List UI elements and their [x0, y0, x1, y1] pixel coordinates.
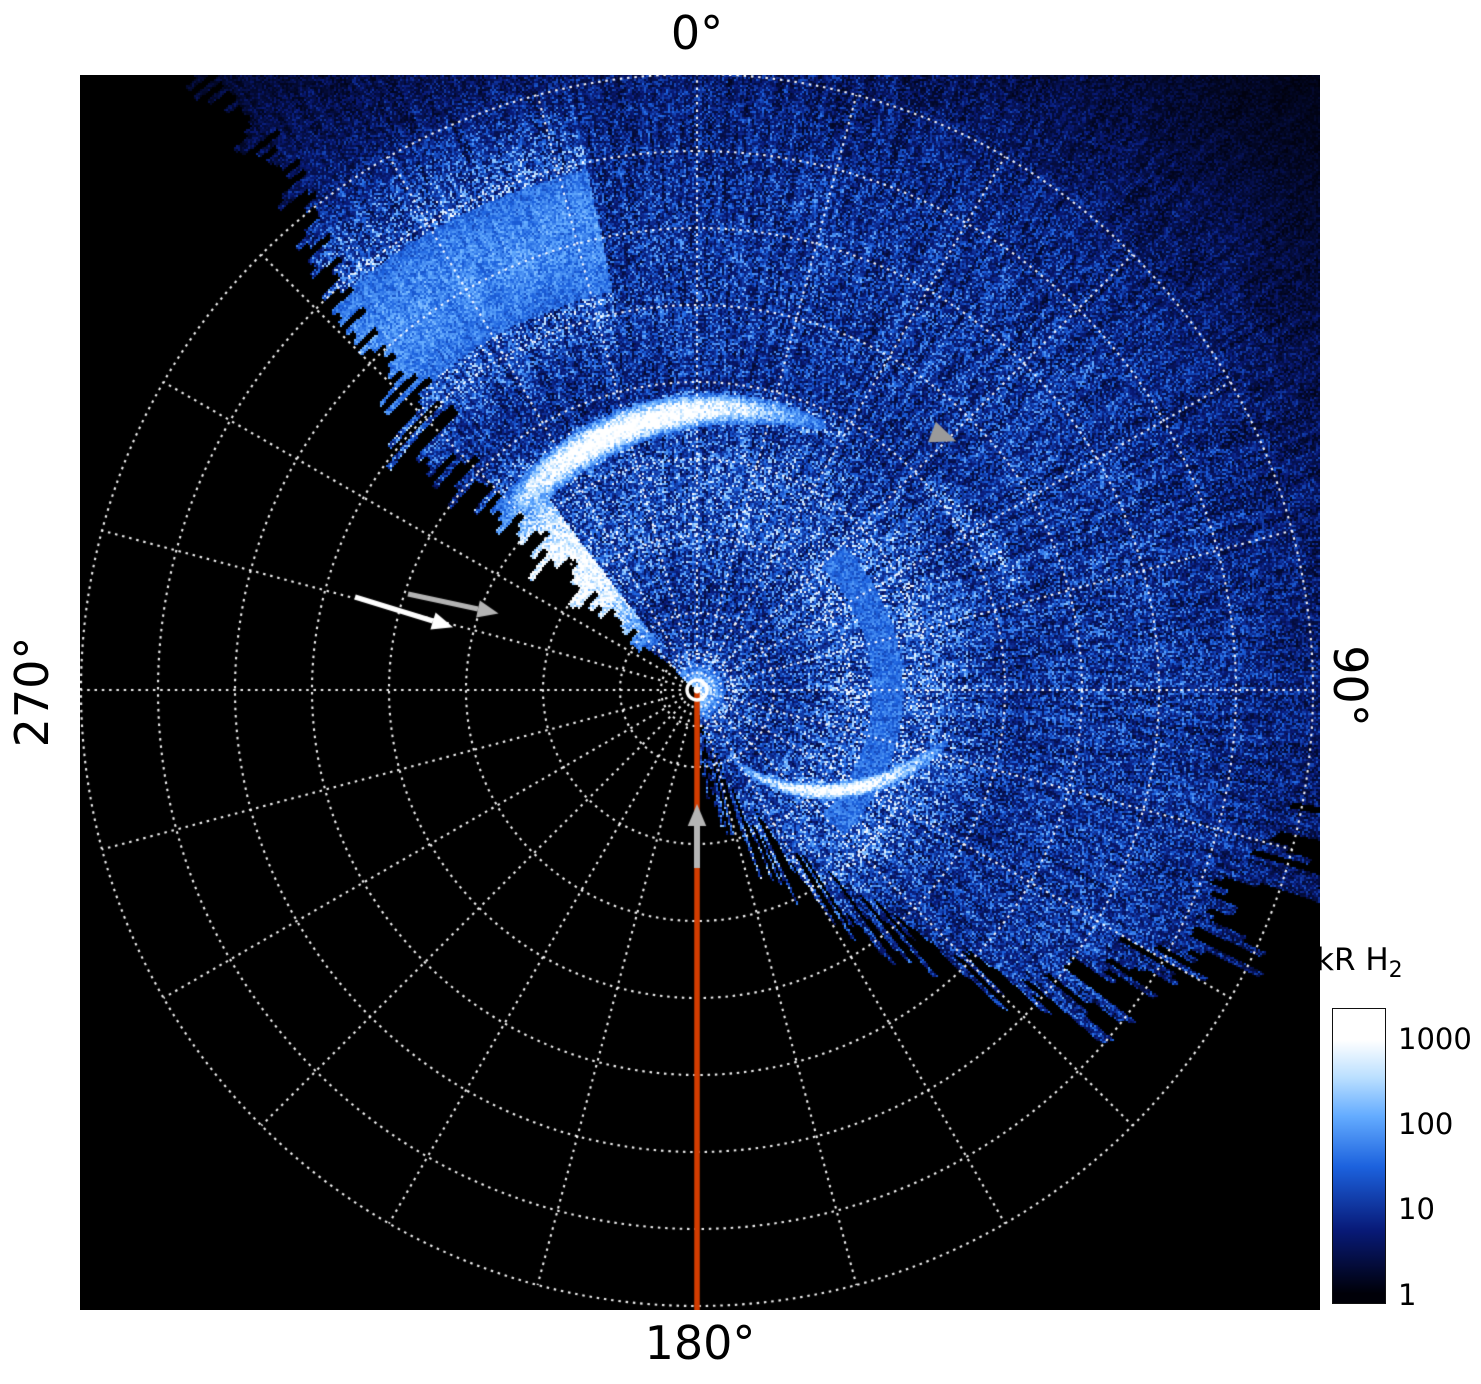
colorbar-gradient — [1332, 1008, 1386, 1304]
angle-label-180-text: 180° — [644, 1316, 756, 1370]
angle-label-0-text: 0° — [670, 6, 724, 60]
angle-label-270: 270° — [5, 637, 59, 748]
colorbar-tick-label: 10 — [1398, 1192, 1435, 1227]
angle-label-270-text: 270° — [5, 636, 59, 748]
angle-label-180: 180° — [645, 1316, 756, 1370]
colorbar-tick-label: 100 — [1398, 1107, 1454, 1142]
angle-label-0: 0° — [671, 6, 723, 60]
angle-label-90-text: 90° — [1323, 645, 1377, 727]
angle-label-90: 90° — [1323, 645, 1377, 727]
colorbar-tick-label: 1 — [1398, 1277, 1417, 1312]
polar-plot-canvas — [80, 75, 1320, 1310]
colorbar-tick-label: 1000 — [1398, 1022, 1472, 1057]
colorbar-title: kR H2 — [1316, 942, 1403, 983]
colorbar-title-main: kR H — [1316, 942, 1389, 978]
colorbar-title-sub: 2 — [1388, 958, 1403, 984]
